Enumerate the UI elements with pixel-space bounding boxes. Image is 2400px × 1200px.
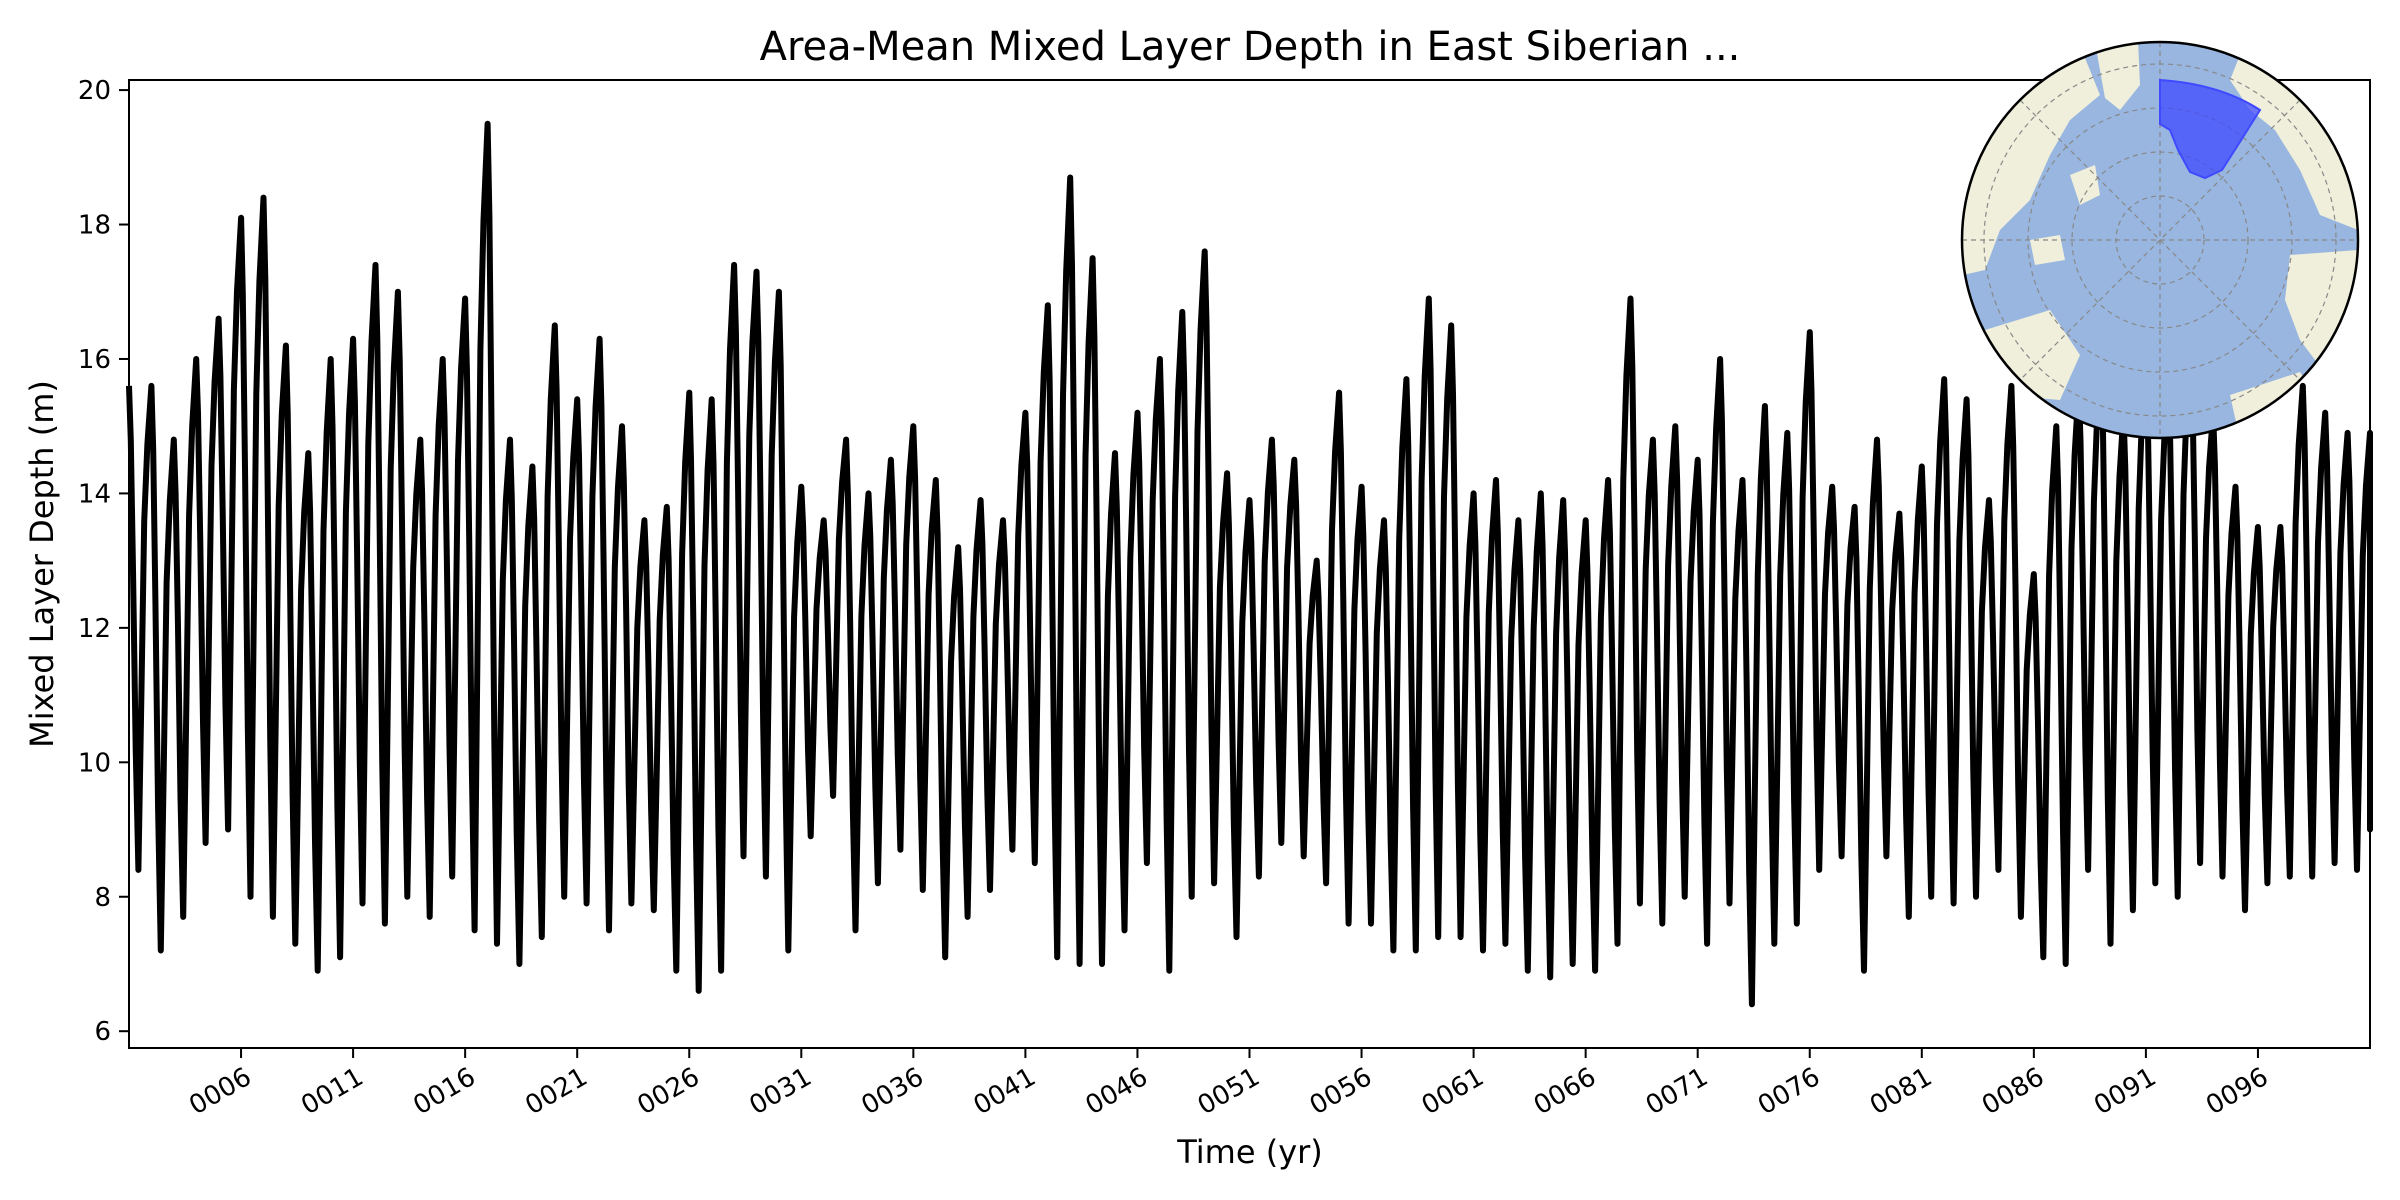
y-tick-label: 14 bbox=[78, 479, 111, 509]
map-boundary bbox=[1960, 40, 2360, 440]
map-highlight-region bbox=[2159, 78, 2262, 180]
chart-title: Area-Mean Mixed Layer Depth in East Sibe… bbox=[760, 24, 1741, 70]
y-tick-label: 12 bbox=[78, 614, 111, 644]
y-tick-label: 18 bbox=[78, 211, 111, 241]
y-tick-label: 20 bbox=[78, 76, 111, 106]
inset-arctic-map bbox=[1960, 40, 2360, 440]
y-tick-label: 8 bbox=[94, 883, 111, 913]
y-axis: 6 8 10 12 14 16 18 20 bbox=[78, 76, 129, 1047]
y-axis-label: Mixed Layer Depth (m) bbox=[23, 380, 61, 748]
series-line-mixed-layer-depth bbox=[126, 120, 2373, 1008]
y-tick-label: 6 bbox=[94, 1017, 111, 1047]
y-tick-label: 10 bbox=[78, 748, 111, 778]
y-tick-label: 16 bbox=[78, 345, 111, 375]
plot-area bbox=[126, 120, 2373, 1008]
x-axis-label: Time (yr) bbox=[1176, 1133, 1323, 1171]
